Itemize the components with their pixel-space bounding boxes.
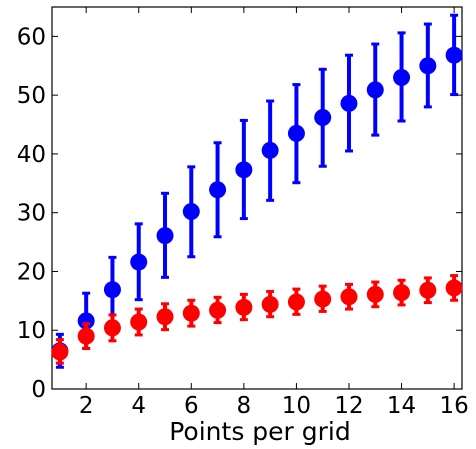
data-point [103, 281, 121, 299]
data-point [393, 284, 411, 302]
series-0 [51, 13, 463, 369]
x-axis-ticks: 2 4 6 8 10 12 14 16 [79, 7, 469, 419]
data-point [287, 124, 305, 142]
y-tick-label: 60 [17, 24, 46, 50]
data-series [51, 13, 463, 369]
y-tick-label: 0 [31, 377, 46, 403]
x-tick-label: 12 [334, 393, 363, 419]
data-point [366, 81, 384, 99]
data-point [419, 281, 437, 299]
data-point [156, 227, 174, 245]
y-tick-label: 20 [17, 259, 46, 285]
x-tick-label: 6 [184, 393, 199, 419]
data-point [340, 288, 358, 306]
data-point [340, 94, 358, 112]
data-point [445, 279, 463, 297]
x-tick-label: 16 [439, 393, 468, 419]
data-point [287, 293, 305, 311]
data-point [130, 313, 148, 331]
data-point [156, 308, 174, 326]
data-point [393, 69, 411, 87]
data-point [314, 290, 332, 308]
data-point [209, 181, 227, 199]
x-tick-label: 4 [131, 393, 146, 419]
data-point [261, 295, 279, 313]
x-tick-label: 14 [387, 393, 416, 419]
data-point [209, 301, 227, 319]
data-point [77, 312, 95, 330]
data-point [366, 285, 384, 303]
series-1 [51, 274, 463, 365]
data-point [235, 298, 253, 316]
x-tick-label: 8 [237, 393, 252, 419]
y-tick-label: 30 [17, 201, 46, 227]
data-point [445, 46, 463, 64]
data-point [182, 203, 200, 221]
data-point [103, 319, 121, 337]
y-axis-ticks: 0 10 20 30 40 50 60 [17, 24, 462, 403]
data-point [419, 57, 437, 75]
data-point [235, 161, 253, 179]
y-tick-label: 10 [17, 318, 46, 344]
plot-frame [51, 6, 463, 390]
data-point [130, 253, 148, 271]
data-point [77, 327, 95, 345]
data-point [261, 141, 279, 159]
x-tick-label: 10 [282, 393, 311, 419]
x-tick-label: 2 [79, 393, 94, 419]
data-point [51, 343, 69, 361]
x-axis-title: Points per grid [169, 417, 350, 446]
y-tick-label: 40 [17, 142, 46, 168]
y-tick-label: 50 [17, 83, 46, 109]
data-point [182, 304, 200, 322]
data-point [314, 108, 332, 126]
